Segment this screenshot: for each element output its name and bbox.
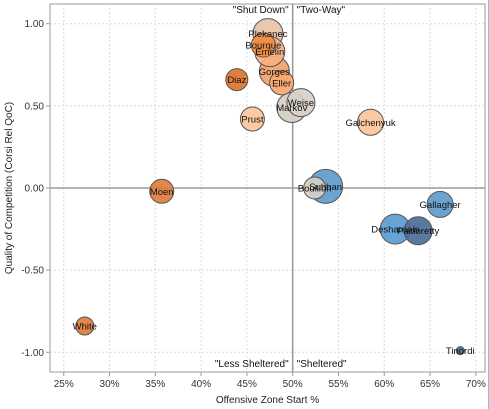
x-tick-label: 70%: [466, 379, 486, 390]
point-label: Pacioretty: [397, 226, 439, 237]
point-diaz: [225, 68, 249, 92]
point-label: Eller: [272, 78, 291, 89]
point-white: [75, 316, 95, 336]
point-bourque: [250, 32, 276, 58]
point-label: Weise: [288, 98, 314, 109]
quadrant-label: "Less Sheltered": [215, 359, 289, 370]
quadrant-labels: "Shut Down" "Two-Way" "Less Sheltered" "She…: [215, 5, 347, 370]
point-pacioretty: [403, 216, 433, 246]
x-axis-title: Offensive Zone Start %: [216, 395, 319, 406]
x-tick-label: 45%: [237, 379, 257, 390]
x-axis-ticks: 25% 30% 35% 40% 45% 50% 55% 60% 65% 70%: [54, 372, 486, 390]
quadrant-label: "Shut Down": [233, 5, 289, 16]
point-label: Bourque: [245, 41, 281, 52]
x-tick-label: 50%: [283, 379, 303, 390]
point-label: Emelin: [255, 47, 284, 58]
reference-lines: [50, 4, 485, 372]
x-tick-label: 60%: [374, 379, 394, 390]
point-label: White: [73, 322, 97, 333]
point-label: Plekanec: [248, 29, 287, 40]
point-gallagher: [426, 190, 454, 218]
x-tick-label: 55%: [328, 379, 348, 390]
point-label: Moen: [150, 187, 174, 198]
x-tick-label: 25%: [54, 379, 74, 390]
point-bouillon: [303, 176, 327, 200]
point-label: Galchenyuk: [345, 118, 395, 129]
x-tick-label: 30%: [100, 379, 120, 390]
point-label: Diaz: [227, 75, 246, 86]
point-moen: [149, 178, 175, 204]
y-axis-title: Quality of Competition (Corsi Rel QoC): [4, 102, 15, 274]
y-axis-ticks: 1.00 0.50 0.00 -0.50 -1.00: [21, 19, 50, 359]
point-tinordi: [455, 346, 465, 356]
point-label: Subban: [309, 182, 342, 193]
point-label: Gallagher: [420, 200, 461, 211]
y-tick-label: 0.50: [25, 101, 45, 112]
y-tick-label: 1.00: [25, 19, 45, 30]
point-prust: [239, 106, 265, 132]
x-tick-label: 65%: [420, 379, 440, 390]
point-label: Tinordi: [446, 346, 475, 357]
quadrant-label: "Sheltered": [297, 359, 347, 370]
point-label: Bouillon: [298, 184, 332, 195]
point-label: Prust: [241, 115, 264, 126]
x-tick-label: 35%: [145, 379, 165, 390]
y-tick-label: -1.00: [21, 348, 44, 359]
point-label: Desharnais: [371, 225, 419, 236]
quadrant-label: "Two-Way": [297, 5, 346, 16]
x-tick-label: 40%: [191, 379, 211, 390]
point-eller: [269, 70, 295, 96]
point-label: Gorges: [259, 67, 290, 78]
point-label: Markov: [276, 103, 307, 114]
y-tick-label: 0.00: [25, 184, 45, 195]
data-points: [75, 18, 465, 356]
y-tick-label: -0.50: [21, 266, 44, 277]
point-weise: [286, 88, 316, 118]
point-galchenyuk: [357, 108, 385, 136]
